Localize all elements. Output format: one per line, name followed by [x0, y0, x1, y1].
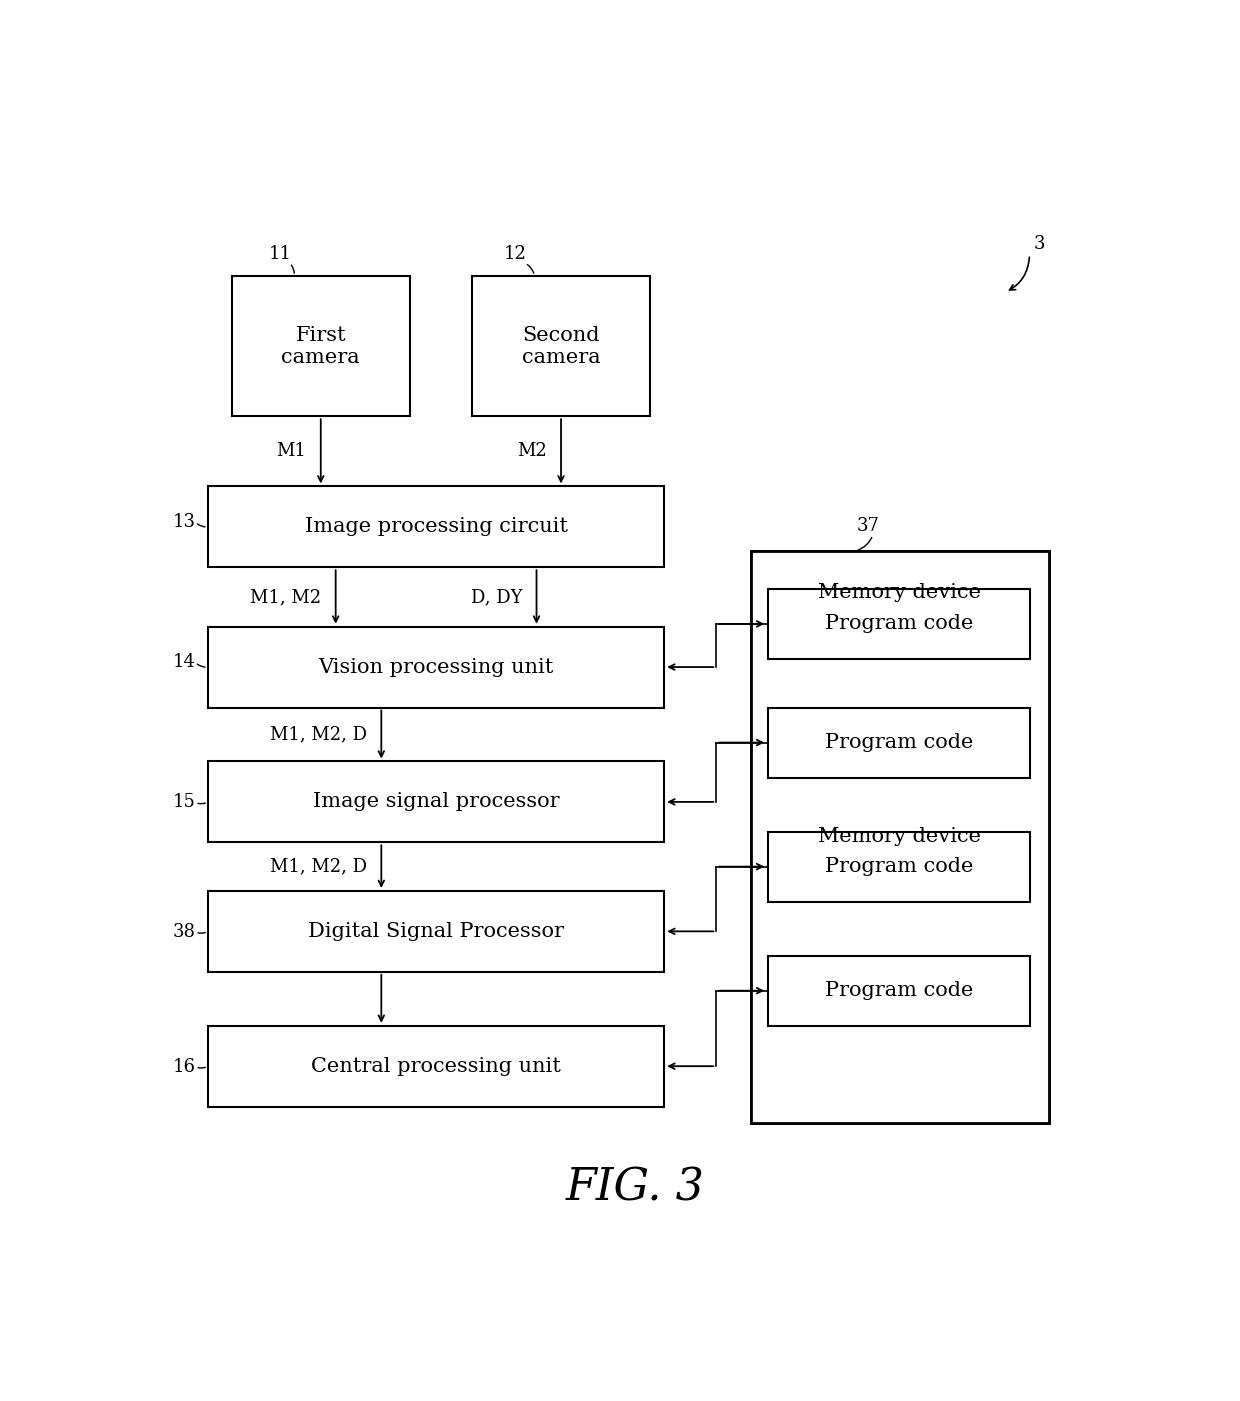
Text: FIG. 3: FIG. 3	[565, 1166, 706, 1209]
Bar	[208, 1026, 665, 1107]
Bar	[208, 891, 665, 972]
Bar	[751, 551, 1049, 1122]
Bar	[768, 588, 1029, 658]
Text: 38: 38	[172, 923, 196, 941]
Text: D, DY: D, DY	[471, 588, 522, 605]
Text: 11: 11	[268, 245, 291, 263]
Bar	[208, 626, 665, 708]
Text: Central processing unit: Central processing unit	[311, 1056, 560, 1076]
Text: M1, M2: M1, M2	[250, 588, 321, 605]
Text: Memory device: Memory device	[818, 583, 981, 602]
Bar	[768, 832, 1029, 902]
Text: 3: 3	[1033, 234, 1045, 252]
Text: 15: 15	[172, 793, 195, 811]
Bar	[768, 708, 1029, 778]
Text: Program code: Program code	[825, 857, 973, 876]
Text: Digital Signal Processor: Digital Signal Processor	[308, 922, 564, 941]
Text: Image processing circuit: Image processing circuit	[305, 517, 568, 537]
Text: M1, M2, D: M1, M2, D	[270, 726, 367, 744]
Bar	[472, 276, 650, 416]
Bar	[232, 276, 409, 416]
Bar	[768, 955, 1029, 1026]
Text: 12: 12	[503, 245, 527, 263]
Text: 37: 37	[857, 517, 879, 535]
Text: Image signal processor: Image signal processor	[312, 793, 559, 811]
Text: Program code: Program code	[825, 615, 973, 633]
Text: 14: 14	[172, 653, 195, 671]
Text: 16: 16	[172, 1058, 196, 1076]
Text: M1, M2, D: M1, M2, D	[270, 857, 367, 876]
Text: Program code: Program code	[825, 733, 973, 752]
Text: 13: 13	[172, 513, 196, 531]
Text: Vision processing unit: Vision processing unit	[319, 657, 554, 677]
Text: Memory device: Memory device	[818, 828, 981, 846]
Text: M1: M1	[277, 443, 306, 461]
Text: Second
camera: Second camera	[522, 325, 600, 367]
Bar	[751, 551, 1049, 1122]
Text: M2: M2	[517, 443, 547, 461]
Bar	[208, 761, 665, 842]
Text: First
camera: First camera	[281, 325, 360, 367]
Text: Program code: Program code	[825, 981, 973, 1000]
Bar	[208, 486, 665, 567]
